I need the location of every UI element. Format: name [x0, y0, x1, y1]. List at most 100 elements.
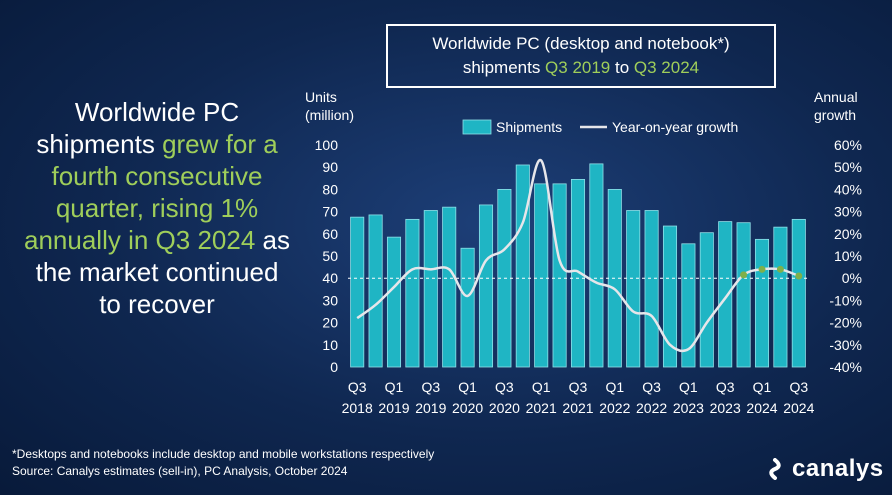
right-tick-label: 60%: [834, 137, 862, 153]
x-tick-quarter: Q1: [753, 379, 772, 395]
headline: Worldwide PC shipments grew for a fourth…: [22, 96, 292, 320]
x-tick-quarter: Q1: [385, 379, 404, 395]
left-tick-label: 80: [322, 181, 338, 197]
right-tick-label: 10%: [834, 248, 862, 264]
right-tick-label: 30%: [834, 204, 862, 220]
chart-title-line2: shipments Q3 2019 to Q3 2024: [388, 56, 774, 80]
left-axis-label-line1: Units: [305, 89, 337, 105]
bar-q4-2021: [589, 163, 604, 368]
headline-part1: Worldwide PC shipments: [36, 97, 240, 159]
x-tick-quarter: Q3: [421, 379, 440, 395]
title-end-period: Q3 2024: [633, 58, 700, 77]
x-tick-year: 2022: [599, 400, 630, 416]
footnote-source: Source: Canalys estimates (sell-in), PC …: [12, 464, 348, 478]
bar-q4-2018: [368, 214, 383, 368]
bar-q1-2023: [681, 243, 696, 368]
x-tick-year: 2020: [489, 400, 520, 416]
growth-markers: [740, 265, 803, 280]
bar-q4-2019: [442, 206, 457, 368]
bar-q3-2024: [791, 218, 806, 368]
bar-q2-2019: [405, 218, 420, 368]
x-tick-quarter: Q3: [716, 379, 735, 395]
x-tick-quarter: Q3: [495, 379, 514, 395]
x-tick-quarter: Q3: [789, 379, 808, 395]
x-tick-quarter: Q3: [642, 379, 661, 395]
right-tick-label: 0%: [842, 270, 862, 286]
left-axis-ticks: 0 10 20 30 40 50 60 70 80 90 100: [315, 137, 339, 375]
title-start-period: Q3 2019: [545, 58, 611, 77]
x-tick-quarter: Q3: [348, 379, 367, 395]
bar-q2-2023: [699, 232, 714, 368]
bar-q4-2020: [515, 164, 530, 368]
bar-q2-2022: [626, 210, 641, 368]
x-tick-year: 2021: [562, 400, 593, 416]
title-shipments-text: shipments: [462, 58, 546, 77]
logo-text: canalys: [792, 455, 884, 482]
x-tick-year: 2020: [452, 400, 483, 416]
legend-bar-swatch: [462, 119, 492, 135]
footnote-line1: *Desktops and notebooks include desktop …: [12, 447, 435, 461]
bar-q3-2021: [570, 179, 586, 368]
right-axis-label-line1: Annual: [814, 89, 858, 105]
right-tick-label: 20%: [834, 226, 862, 242]
footnote: *Desktops and notebooks include desktop …: [12, 446, 434, 480]
left-tick-label: 20: [322, 315, 338, 331]
x-tick-year: 2018: [342, 400, 373, 416]
left-tick-label: 70: [322, 204, 338, 220]
left-tick-label: 60: [322, 226, 338, 242]
bar-q1-2020: [460, 247, 475, 368]
left-axis-label-line2: (million): [305, 107, 354, 123]
bar-series: [350, 163, 806, 368]
right-axis-label-line2: growth: [814, 107, 856, 123]
bar-q2-2021: [552, 183, 567, 368]
bar-q1-2019: [386, 236, 402, 368]
x-tick-year: 2024: [783, 400, 814, 416]
right-tick-label: -20%: [829, 315, 862, 331]
bar-q4-2022: [662, 225, 678, 368]
bar-q4-2023: [736, 222, 751, 368]
headline-part3: as the market continued to recover: [35, 225, 290, 319]
right-tick-label: 50%: [834, 159, 862, 175]
right-tick-label: -10%: [829, 292, 862, 308]
x-tick-year: 2019: [378, 400, 409, 416]
x-tick-quarter: Q1: [458, 379, 477, 395]
canalys-logo-icon: [769, 458, 781, 480]
right-tick-label: -40%: [829, 359, 862, 375]
left-tick-label: 30: [322, 292, 338, 308]
left-tick-label: 90: [322, 159, 338, 175]
headline-highlight: grew for a fourth consecutive quarter, r…: [24, 129, 278, 255]
left-tick-label: 10: [322, 337, 338, 353]
bar-q3-2018: [350, 216, 365, 368]
canalys-logo: canalys: [764, 454, 884, 484]
chart-title-line1: Worldwide PC (desktop and notebook*): [432, 34, 730, 53]
bar-q3-2019: [423, 210, 438, 368]
chart-title-box: Worldwide PC (desktop and notebook*) shi…: [386, 24, 776, 88]
left-tick-label: 100: [315, 137, 339, 153]
title-to-text: to: [610, 58, 634, 77]
left-tick-label: 40: [322, 270, 338, 286]
right-tick-label: -30%: [829, 337, 862, 353]
bar-q1-2021: [534, 183, 549, 368]
right-tick-label: 40%: [834, 181, 862, 197]
growth-line-series: [356, 159, 800, 353]
left-tick-label: 50: [322, 248, 338, 264]
x-tick-quarter: Q1: [679, 379, 698, 395]
legend-growth-label: Year-on-year growth: [612, 119, 738, 135]
bar-q3-2023: [718, 221, 733, 368]
bar-q2-2024: [773, 226, 788, 368]
x-axis-ticks: Q3 2018 Q1 2019 Q3 2019 Q1 2020 Q3 2020 Q1 2021 Q3 20…: [342, 379, 815, 416]
legend: Shipments Year-on-year growth: [462, 119, 738, 135]
bar-q3-2022: [644, 210, 659, 368]
x-tick-year: 2019: [415, 400, 446, 416]
x-tick-year: 2023: [673, 400, 704, 416]
x-tick-year: 2022: [636, 400, 667, 416]
bar-q1-2024: [754, 238, 770, 368]
bar-q2-2020: [478, 204, 494, 368]
x-tick-year: 2023: [710, 400, 741, 416]
right-axis-ticks: -40% -30% -20% -10% 0% 10% 20% 30% 40% 50% 60%: [829, 137, 862, 375]
x-tick-quarter: Q1: [605, 379, 624, 395]
x-tick-year: 2021: [526, 400, 557, 416]
x-tick-year: 2024: [746, 400, 777, 416]
growth-marker-q1-2024: [758, 265, 766, 273]
